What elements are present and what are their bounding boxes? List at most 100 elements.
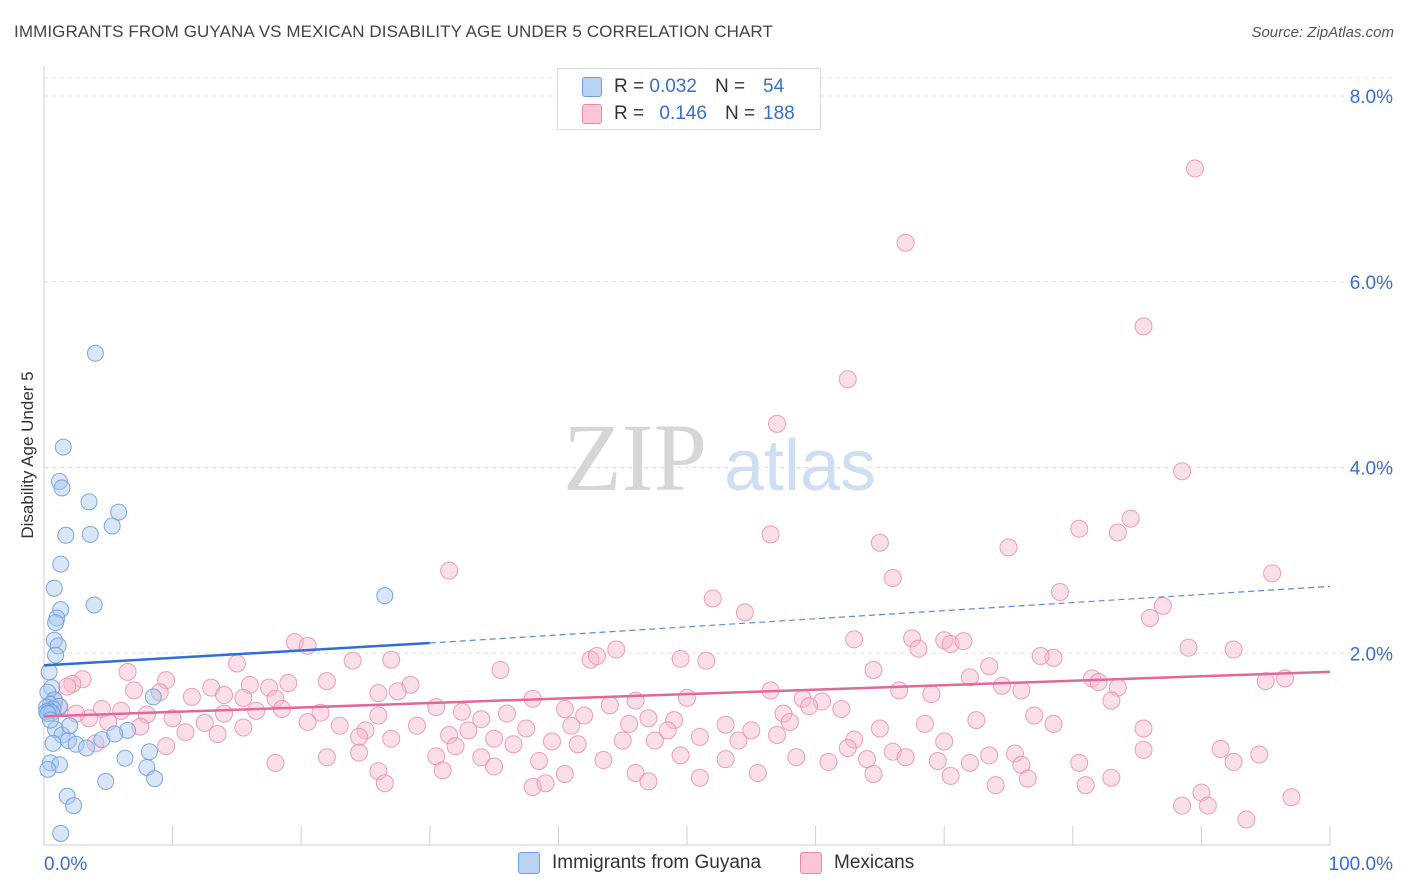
data-point-mexicans [497,704,516,723]
data-point-mexicans [279,673,298,692]
data-point-mexicans [941,766,960,785]
data-point-mexicans [485,757,504,776]
data-point-guyana [39,760,57,778]
data-point-mexicans [832,699,851,718]
legend-row-guyana: R = 0.032 N = 54 [582,75,784,99]
guyana-swatch [582,77,602,97]
data-point-mexicans [375,774,394,793]
data-point-mexicans [382,650,401,669]
legend-row-mexicans: R = 0.146 N = 188 [582,102,795,126]
guyana-legend-swatch [518,852,540,874]
data-point-mexicans [587,647,606,666]
data-point-mexicans [343,651,362,670]
data-point-mexicans [575,706,594,725]
data-point-mexicans [864,660,883,679]
data-point-mexicans [1134,719,1153,738]
data-point-guyana [86,344,104,362]
data-point-mexicans [504,735,523,754]
data-point-mexicans [780,712,799,731]
data-point-mexicans [735,603,754,622]
x-tick-label: 0.0% [44,854,87,875]
data-point-mexicans [407,716,426,735]
data-point-mexicans [446,737,465,756]
legend-r-value: 0.032 [649,76,697,97]
data-point-mexicans [1173,796,1192,815]
data-point-mexicans [555,699,574,718]
data-point-mexicans [118,662,137,681]
data-point-mexicans [1025,706,1044,725]
data-point-mexicans [915,714,934,733]
y-tick-label: 2.0% [1350,644,1393,665]
data-point-guyana [376,587,394,605]
data-point-mexicans [1250,745,1269,764]
mexican-swatch [582,104,602,124]
data-point-guyana [58,787,76,805]
data-point-mexicans [1282,788,1301,807]
data-point-mexicans [665,711,684,730]
data-point-mexicans [369,684,388,703]
data-point-mexicans [208,725,227,744]
data-point-mexicans [748,764,767,783]
data-point-mexicans [993,676,1012,695]
chart-title: IMMIGRANTS FROM GUYANA VS MEXICAN DISABI… [14,22,773,41]
data-point-mexicans [58,677,77,696]
data-point-guyana [47,646,65,664]
data-point-mexicans [1018,769,1037,788]
watermark: ZIP atlas [563,404,876,511]
data-point-mexicans [1076,776,1095,795]
data-point-mexicans [838,738,857,757]
trend-line-mexicans [43,670,1331,718]
legend-n-value: 54 [763,76,785,97]
data-point-mexicans [607,640,626,659]
data-point-guyana [146,770,164,788]
data-point-mexicans [298,636,317,655]
data-point-mexicans [967,711,986,730]
data-point-mexicans [555,764,574,783]
data-point-guyana [110,503,128,521]
data-point-mexicans [452,702,471,721]
data-point-mexicans [986,776,1005,795]
data-point-mexicans [1005,744,1024,763]
data-point-guyana [61,717,79,735]
data-point-mexicans [690,768,709,787]
data-point-guyana [85,596,103,614]
data-point-mexicans [703,589,722,608]
data-point-mexicans [1070,519,1089,538]
data-point-mexicans [182,687,201,706]
data-point-mexicans [440,725,459,744]
series-legend: Immigrants from Guyana Mexicans [0,852,1406,876]
data-point-mexicans [980,657,999,676]
data-point-guyana [52,824,70,842]
data-point-mexicans [1102,768,1121,787]
data-point-mexicans [176,723,195,742]
data-point-mexicans [761,525,780,544]
data-point-mexicans [678,688,696,707]
data-point-mexicans [1192,783,1211,802]
data-point-guyana [106,725,124,743]
data-point-mexicans [928,751,947,770]
data-point-mexicans [620,714,639,733]
data-point-mexicans [819,752,838,771]
data-point-mexicans [234,688,253,707]
legend-r-label: R = [614,103,645,124]
data-point-guyana [57,526,75,544]
trend-line-guyana [43,641,430,667]
data-point-guyana [140,743,158,761]
legend-r-label: R = [614,76,645,97]
data-point-mexicans [317,748,336,767]
data-point-mexicans [1050,582,1069,601]
data-point-mexicans [356,721,375,740]
data-point-mexicans [645,731,664,750]
data-point-mexicans [999,538,1018,557]
data-point-guyana [119,721,137,739]
data-point-mexicans [626,764,645,783]
data-point-mexicans [935,732,954,751]
data-point-mexicans [350,743,369,762]
data-point-mexicans [433,761,452,780]
data-point-mexicans [562,716,581,735]
trend-line-guyana-extension [429,585,1331,644]
data-point-mexicans [890,681,909,700]
data-point-mexicans [1173,462,1192,481]
data-point-mexicans [530,751,549,770]
data-point-guyana [97,772,115,790]
